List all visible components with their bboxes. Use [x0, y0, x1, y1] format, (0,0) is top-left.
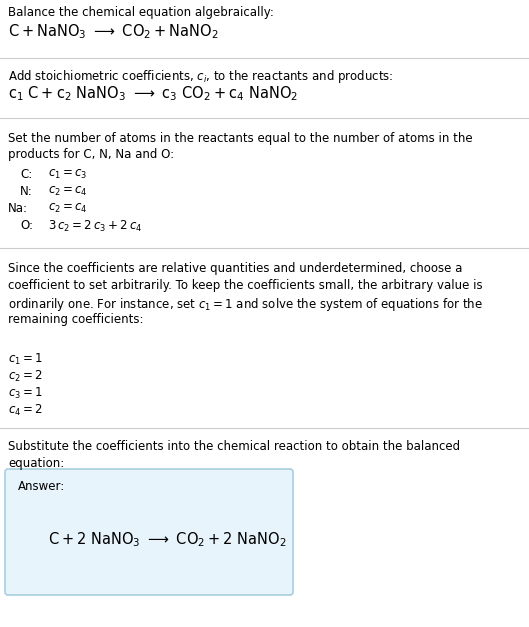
Text: Set the number of atoms in the reactants equal to the number of atoms in the: Set the number of atoms in the reactants…: [8, 132, 472, 145]
Text: Answer:: Answer:: [18, 480, 65, 493]
Text: equation:: equation:: [8, 457, 64, 470]
Text: $c_2 = c_4$: $c_2 = c_4$: [48, 185, 88, 198]
FancyBboxPatch shape: [5, 469, 293, 595]
Text: remaining coefficients:: remaining coefficients:: [8, 313, 143, 326]
Text: $c_3 = 1$: $c_3 = 1$: [8, 386, 43, 401]
Text: Add stoichiometric coefficients, $c_i$, to the reactants and products:: Add stoichiometric coefficients, $c_i$, …: [8, 68, 394, 85]
Text: O:: O:: [20, 219, 33, 232]
Text: $\mathregular{c_1 \ C + c_2 \ NaNO_3 \ \longrightarrow \ c_3 \ CO_2 + c_4 \ NaNO: $\mathregular{c_1 \ C + c_2 \ NaNO_3 \ \…: [8, 84, 298, 103]
Text: $\mathregular{C + NaNO_3 \ \longrightarrow \ CO_2 + NaNO_2}$: $\mathregular{C + NaNO_3 \ \longrightarr…: [8, 22, 218, 41]
Text: $c_1 = c_3$: $c_1 = c_3$: [48, 168, 87, 181]
Text: coefficient to set arbitrarily. To keep the coefficients small, the arbitrary va: coefficient to set arbitrarily. To keep …: [8, 279, 482, 292]
Text: $c_2 = c_4$: $c_2 = c_4$: [48, 202, 88, 215]
Text: $c_4 = 2$: $c_4 = 2$: [8, 403, 43, 418]
Text: $3\,c_2 = 2\,c_3 + 2\,c_4$: $3\,c_2 = 2\,c_3 + 2\,c_4$: [48, 219, 142, 234]
Text: Na:: Na:: [8, 202, 28, 215]
Text: Substitute the coefficients into the chemical reaction to obtain the balanced: Substitute the coefficients into the che…: [8, 440, 460, 453]
Text: $c_2 = 2$: $c_2 = 2$: [8, 369, 43, 384]
Text: $c_1 = 1$: $c_1 = 1$: [8, 352, 43, 367]
Text: ordinarily one. For instance, set $c_1 = 1$ and solve the system of equations fo: ordinarily one. For instance, set $c_1 =…: [8, 296, 483, 313]
Text: C:: C:: [20, 168, 32, 181]
Text: N:: N:: [20, 185, 33, 198]
Text: products for C, N, Na and O:: products for C, N, Na and O:: [8, 148, 174, 161]
Text: $\mathregular{C + 2\ NaNO_3 \ \longrightarrow \ CO_2 + 2\ NaNO_2}$: $\mathregular{C + 2\ NaNO_3 \ \longright…: [48, 530, 287, 549]
Text: Balance the chemical equation algebraically:: Balance the chemical equation algebraica…: [8, 6, 274, 19]
Text: Since the coefficients are relative quantities and underdetermined, choose a: Since the coefficients are relative quan…: [8, 262, 462, 275]
